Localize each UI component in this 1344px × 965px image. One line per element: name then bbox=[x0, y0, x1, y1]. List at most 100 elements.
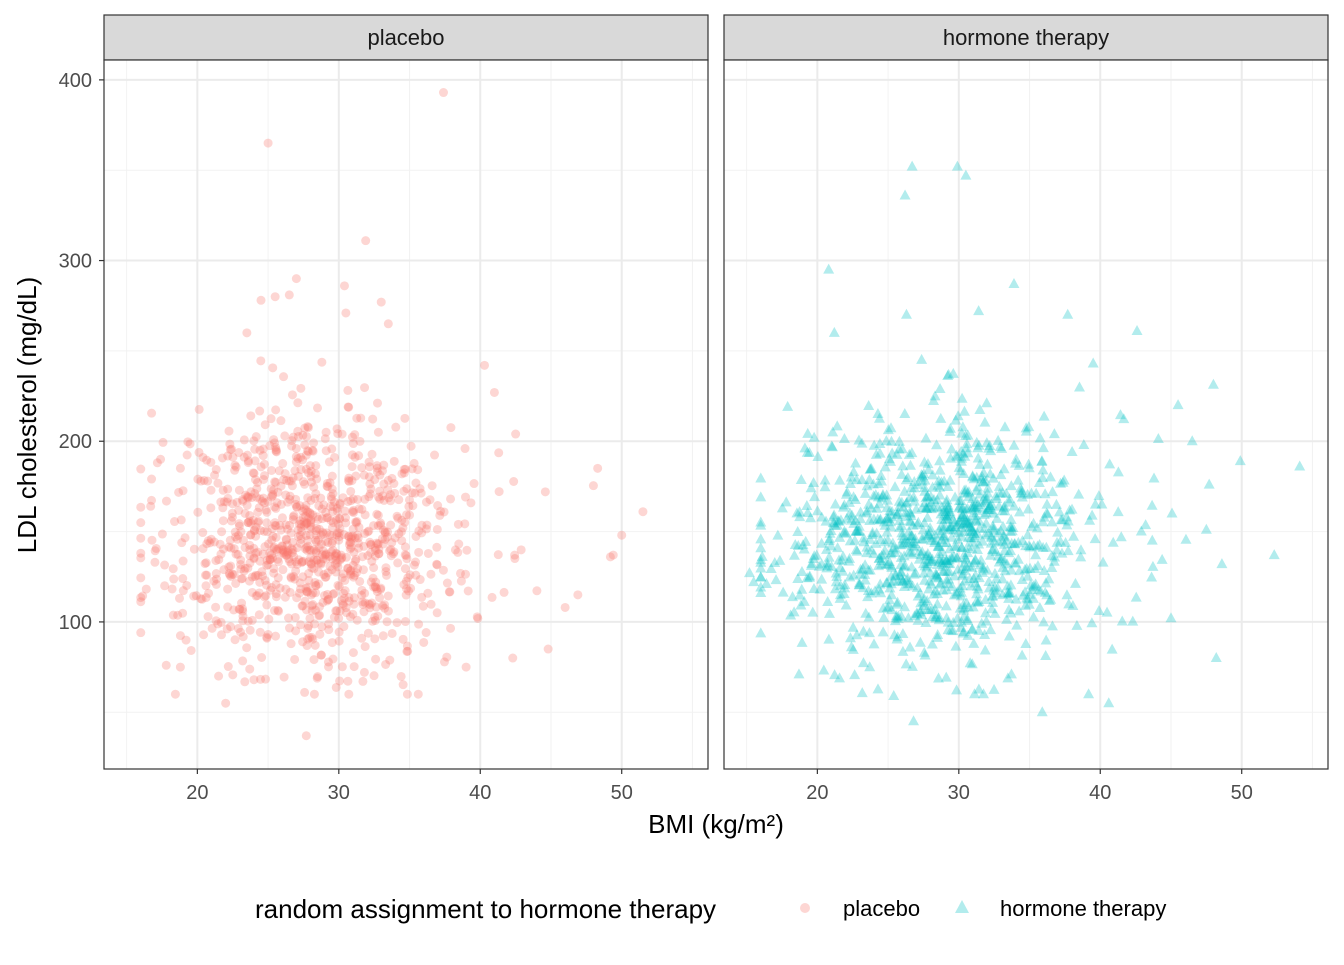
data-point bbox=[986, 531, 998, 542]
data-point bbox=[367, 449, 377, 459]
data-point bbox=[765, 562, 777, 573]
data-point bbox=[968, 502, 980, 513]
data-point bbox=[261, 505, 271, 515]
data-point bbox=[1022, 503, 1034, 514]
data-point bbox=[206, 503, 216, 513]
data-point bbox=[221, 698, 231, 708]
data-point bbox=[799, 442, 811, 453]
data-point bbox=[402, 584, 412, 594]
data-point bbox=[411, 557, 421, 567]
data-point bbox=[306, 515, 316, 525]
data-point bbox=[947, 616, 959, 627]
data-point bbox=[230, 527, 240, 537]
data-point bbox=[891, 508, 903, 519]
data-point bbox=[1039, 488, 1051, 499]
data-point bbox=[372, 463, 382, 473]
data-point bbox=[1019, 563, 1031, 574]
data-point bbox=[891, 598, 903, 609]
data-point bbox=[300, 687, 310, 697]
data-point bbox=[225, 570, 235, 580]
data-point bbox=[959, 575, 971, 586]
data-point bbox=[1026, 584, 1038, 595]
data-point bbox=[289, 552, 299, 562]
data-point bbox=[926, 611, 938, 622]
data-point bbox=[848, 517, 860, 528]
data-point bbox=[1064, 504, 1076, 515]
data-point bbox=[837, 501, 849, 512]
data-point bbox=[360, 494, 370, 504]
data-point bbox=[895, 610, 907, 621]
data-point bbox=[864, 514, 876, 525]
data-point bbox=[285, 491, 295, 501]
data-point bbox=[837, 565, 849, 576]
data-point bbox=[271, 592, 281, 602]
data-point bbox=[327, 444, 337, 454]
data-point bbox=[273, 554, 283, 564]
data-point bbox=[207, 623, 217, 633]
data-point bbox=[816, 573, 828, 584]
data-point bbox=[243, 493, 253, 503]
data-point bbox=[334, 535, 344, 545]
data-point bbox=[147, 408, 157, 418]
data-point bbox=[936, 533, 948, 544]
data-point bbox=[218, 544, 228, 554]
data-point bbox=[224, 568, 234, 578]
data-point bbox=[1048, 428, 1060, 439]
data-point bbox=[970, 501, 982, 512]
data-point bbox=[899, 485, 911, 496]
data-point bbox=[402, 510, 412, 520]
data-point bbox=[372, 467, 382, 477]
data-point bbox=[316, 539, 326, 549]
data-point bbox=[792, 526, 804, 537]
data-point bbox=[982, 482, 994, 493]
data-point bbox=[934, 489, 946, 500]
data-point bbox=[327, 471, 337, 481]
data-point bbox=[953, 495, 965, 506]
data-point bbox=[303, 507, 313, 517]
data-point bbox=[223, 451, 233, 461]
data-point bbox=[952, 564, 964, 575]
data-point bbox=[755, 571, 767, 582]
data-point bbox=[814, 583, 826, 594]
data-point bbox=[288, 515, 298, 525]
data-point bbox=[215, 539, 225, 549]
data-point bbox=[1020, 540, 1032, 551]
data-point bbox=[774, 554, 786, 565]
data-point bbox=[881, 526, 893, 537]
data-point bbox=[378, 491, 388, 501]
data-point bbox=[370, 543, 380, 553]
data-point bbox=[415, 484, 425, 494]
data-point bbox=[917, 533, 929, 544]
data-point bbox=[311, 461, 321, 471]
data-point bbox=[317, 514, 327, 524]
data-point bbox=[833, 515, 845, 526]
data-point bbox=[360, 588, 370, 598]
data-point bbox=[347, 450, 357, 460]
data-point bbox=[780, 496, 792, 507]
data-point bbox=[249, 436, 259, 446]
data-point bbox=[1019, 586, 1031, 597]
data-point bbox=[918, 558, 930, 569]
data-point bbox=[865, 544, 877, 555]
data-point bbox=[360, 383, 370, 393]
data-point bbox=[897, 645, 909, 656]
data-point bbox=[902, 578, 914, 589]
data-point bbox=[900, 506, 912, 517]
data-point bbox=[1028, 540, 1040, 551]
data-point bbox=[962, 487, 974, 498]
data-point bbox=[974, 458, 986, 469]
data-point bbox=[934, 612, 946, 623]
data-point bbox=[358, 552, 368, 562]
data-point bbox=[957, 509, 969, 520]
data-point bbox=[796, 583, 808, 594]
data-point bbox=[865, 502, 877, 513]
data-point bbox=[943, 573, 955, 584]
data-point bbox=[339, 593, 349, 603]
data-point bbox=[259, 592, 269, 602]
data-point bbox=[978, 688, 990, 699]
data-point bbox=[310, 605, 320, 615]
data-point bbox=[1031, 522, 1043, 533]
data-point bbox=[213, 619, 223, 629]
data-point bbox=[270, 438, 280, 448]
data-point bbox=[239, 566, 249, 576]
